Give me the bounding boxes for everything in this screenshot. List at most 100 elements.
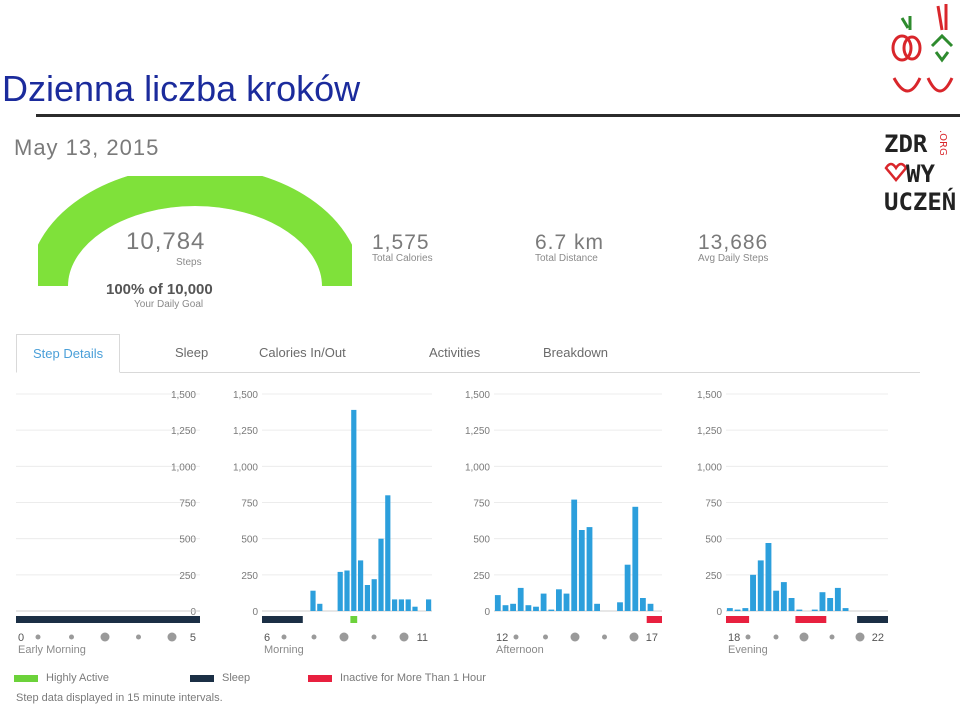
y-tick-label: 1,500 [233,390,258,401]
tab-breakdown[interactable]: Breakdown [543,345,609,360]
tab-step-details[interactable]: Step Details [16,334,121,373]
y-tick-label: 1,000 [697,462,722,473]
stat-total-distance: 6.7 km Total Distance [535,231,604,264]
time-dot [399,632,409,642]
x-tick-label: 5 [190,632,196,644]
tab-sleep[interactable]: Sleep [175,345,209,360]
step-bar [594,603,600,611]
logo-line-1: ZDR [884,130,928,158]
step-bar [571,499,578,611]
step-bar [517,587,524,611]
slide-title: Dzienna liczba kroków [2,68,361,109]
legend-swatch [190,674,214,682]
footnote: Step data displayed in 15 minute interva… [16,692,223,704]
status-segment-inactive [726,616,750,623]
step-bar [525,605,532,611]
time-dot [829,634,835,640]
y-tick-label: 250 [179,571,196,582]
step-bar [364,585,370,611]
y-tick-label: 250 [473,571,490,582]
title-divider [36,114,960,117]
step-bar [819,592,826,611]
time-dot [773,634,779,640]
time-dot [339,632,349,642]
y-tick-label: 1,500 [465,390,490,401]
step-bar [398,599,404,611]
legend-item-highly-active: Highly Active [14,672,109,684]
stat-total-calories: 1,575 Total Calories [372,231,433,264]
time-dot [311,634,317,640]
y-tick-label: 0 [716,607,722,618]
step-bar [842,608,849,611]
y-tick-label: 500 [705,535,722,546]
time-dot [629,632,639,642]
step-bar [750,574,756,611]
x-tick-label: 6 [264,632,270,644]
step-bar [540,593,547,611]
step-bar [624,564,631,611]
time-dot [513,634,519,640]
step-bar [502,605,509,611]
x-tick-label: 18 [728,632,740,644]
step-bar [647,603,654,611]
time-dot [799,632,809,642]
step-bar [392,599,398,611]
y-tick-label: 500 [473,535,490,546]
legend-label: Highly Active [46,672,109,684]
time-dot [602,634,607,640]
y-tick-label: 0 [484,607,490,618]
y-tick-label: 1,250 [697,426,722,437]
time-dot [69,634,74,640]
y-tick-label: 0 [190,607,196,618]
legend-item-inactive: Inactive for More Than 1 Hour [308,672,486,684]
time-dot [136,634,141,640]
y-tick-label: 750 [705,499,722,510]
step-bar [788,598,795,611]
goal-text: 100% of 10,000 [106,281,213,298]
step-bar [780,582,787,611]
steps-value: 10,784 [126,228,206,255]
time-dot [35,634,41,640]
step-bar [337,571,343,611]
step-bar [765,543,772,611]
y-tick-label: 1,000 [233,462,258,473]
logo-line-3: UCZEŃ [884,187,956,215]
stat-label: Avg Daily Steps [698,253,769,264]
time-dot [855,632,865,642]
status-segment-inactive [795,616,827,623]
step-bar [310,590,316,611]
x-tick-label: 12 [496,632,508,644]
step-bar [317,603,323,611]
y-tick-label: 1,500 [697,390,722,401]
y-tick-label: 1,500 [171,390,196,401]
time-dot [543,634,548,640]
stat-label: Total Distance [535,253,598,264]
period-label: Morning [264,644,304,656]
x-tick-label: 0 [18,632,24,644]
step-bar [617,602,623,611]
logo-line-2: WY [906,160,935,188]
step-bar [811,609,818,611]
step-bar [385,495,391,611]
step-bar [834,587,841,611]
steps-label: Steps [176,257,202,268]
y-tick-label: 750 [179,499,196,510]
step-bar [351,409,357,611]
step-bar [586,527,593,611]
legend-label: Sleep [222,672,251,684]
step-bar [563,593,570,611]
stat-value: 13,686 [698,231,769,254]
tab-activities[interactable]: Activities [429,345,481,360]
y-tick-label: 0 [252,607,258,618]
step-bar [827,598,834,611]
y-tick-label: 750 [473,499,490,510]
x-tick-label: 17 [646,632,658,644]
y-tick-label: 750 [241,499,258,510]
step-bar [773,590,780,611]
tab-calories-in-out[interactable]: Calories In/Out [259,345,346,360]
step-bar [494,595,501,611]
x-tick-label: 11 [417,632,428,644]
period-label: Afternoon [496,644,544,656]
step-bar [742,608,749,611]
logo-suffix: .ORG [937,130,948,156]
